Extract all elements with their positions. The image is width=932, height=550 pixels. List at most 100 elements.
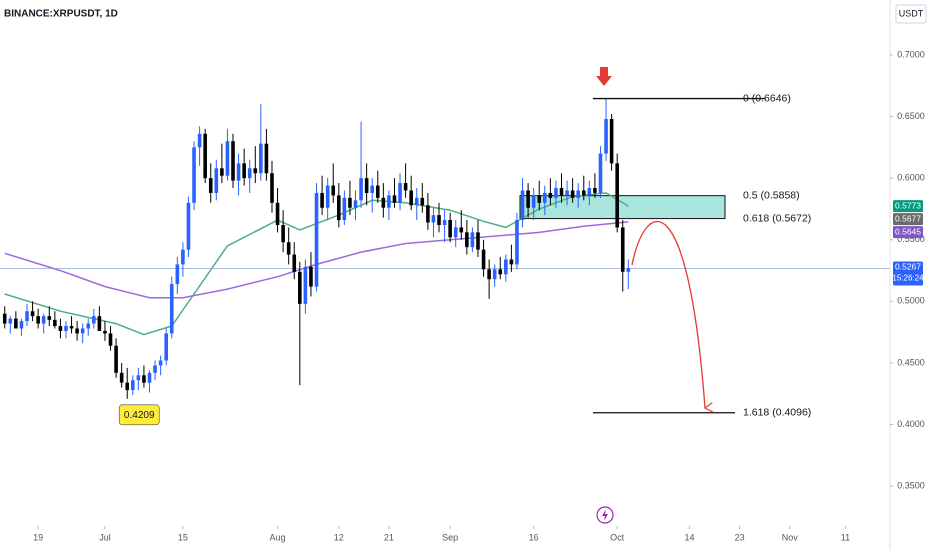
time-axis: 19Jul15Aug1221Sep16Oct1423Nov1120 — [33, 526, 850, 542]
candle-body — [403, 183, 408, 191]
candle-body — [2, 313, 7, 324]
candle-body — [86, 323, 91, 329]
candle-body — [515, 220, 519, 265]
candle-body — [275, 202, 280, 225]
down-arrow-icon — [596, 67, 612, 86]
plot-area: 0 (0.6646) 0.5 (0.5858) 0.618 (0.5672) 1.61… — [0, 92, 890, 426]
y-tick-label: 0.3500 — [897, 481, 925, 491]
candle-body — [64, 326, 68, 331]
candle-body — [142, 375, 146, 383]
candle-body — [41, 316, 46, 324]
candle-body — [509, 259, 514, 265]
x-tick-label: Aug — [270, 532, 286, 542]
candle-body — [175, 264, 180, 285]
candle-body — [286, 242, 291, 255]
candle-body — [392, 195, 397, 203]
candle-body — [593, 188, 597, 193]
candle-body — [459, 227, 464, 233]
candle-body — [370, 185, 375, 193]
x-tick-label: Nov — [782, 532, 799, 542]
y-tick-label: 0.7000 — [897, 49, 925, 59]
candle-body — [97, 316, 102, 331]
fib-label: 0.618 (0.5672) — [743, 212, 811, 224]
candle-body — [270, 173, 274, 203]
candle-body — [247, 168, 252, 179]
candle-body — [197, 133, 202, 148]
candle-body — [359, 178, 363, 201]
low-annotation-box — [118, 404, 160, 426]
x-tick-label: Jul — [99, 532, 111, 542]
currency: USDT — [899, 8, 924, 18]
candle-body — [314, 192, 319, 287]
candle-body — [543, 192, 547, 203]
candle-body — [292, 254, 297, 272]
x-tick-label: Oct — [610, 532, 625, 542]
currency-box[interactable] — [895, 4, 927, 24]
last-price-label: 0.5267 — [895, 262, 921, 272]
candle-body — [108, 333, 113, 346]
candle-body — [253, 168, 258, 174]
y-tick-label: 0.4500 — [897, 357, 925, 367]
candle-body — [214, 168, 219, 193]
candle-body — [47, 316, 52, 320]
candle-body — [531, 195, 536, 208]
candle-body — [208, 178, 213, 193]
candle-body — [470, 232, 475, 248]
candle-body — [19, 321, 24, 329]
price-tag — [893, 200, 923, 213]
candle-body — [615, 163, 619, 228]
candle-body — [231, 141, 235, 181]
candle-body — [520, 190, 525, 221]
candle-body — [147, 372, 152, 383]
lightning — [602, 509, 608, 521]
x-tick-label: 11 — [841, 532, 850, 542]
y-tick-label: 0.6500 — [897, 111, 925, 121]
x-tick-label: 15 — [178, 532, 188, 542]
candle-body — [348, 197, 352, 208]
candle-body — [353, 200, 358, 208]
candle-body — [58, 326, 63, 331]
candle-body — [620, 227, 625, 272]
candle-body — [136, 375, 141, 381]
candle-body — [554, 188, 558, 198]
x-tick-label: 23 — [735, 532, 745, 542]
candle-body — [309, 266, 313, 287]
candle-body — [526, 190, 530, 208]
candle-body — [220, 168, 224, 176]
candle-body — [225, 141, 230, 176]
last-price-tag — [893, 261, 923, 286]
candle-body — [398, 183, 402, 203]
candle-body — [498, 269, 503, 275]
candle-body — [587, 188, 592, 196]
candle-body — [381, 197, 386, 208]
candle-body — [242, 163, 246, 179]
candle-body — [581, 190, 586, 196]
candle-body — [236, 163, 241, 181]
candle-body — [387, 195, 391, 208]
candle-body — [375, 185, 380, 198]
candle-body — [364, 178, 369, 193]
candle-body — [203, 133, 207, 179]
candle-body — [92, 316, 96, 324]
candle-body — [192, 147, 196, 203]
candle-body — [576, 190, 581, 198]
candle-body — [548, 192, 553, 198]
candle-body — [437, 215, 441, 225]
candle-body — [448, 220, 452, 238]
candle-body — [414, 197, 419, 206]
candle-body — [609, 119, 614, 164]
candle-body — [153, 365, 157, 373]
price-tag-label: 0.5645 — [895, 226, 921, 236]
projection-curve — [631, 220, 705, 408]
candle-body — [119, 372, 124, 383]
candle-body — [298, 271, 302, 304]
candle-body — [420, 197, 425, 206]
candle-body — [570, 190, 575, 198]
candle-body — [342, 197, 347, 221]
candle-body — [25, 311, 29, 322]
fib-label: 1.618 (0.4096) — [743, 407, 811, 419]
candle-body — [325, 185, 330, 208]
y-tick-label: 0.4000 — [897, 419, 925, 429]
fib-label: 0 (0.6646) — [743, 92, 791, 104]
